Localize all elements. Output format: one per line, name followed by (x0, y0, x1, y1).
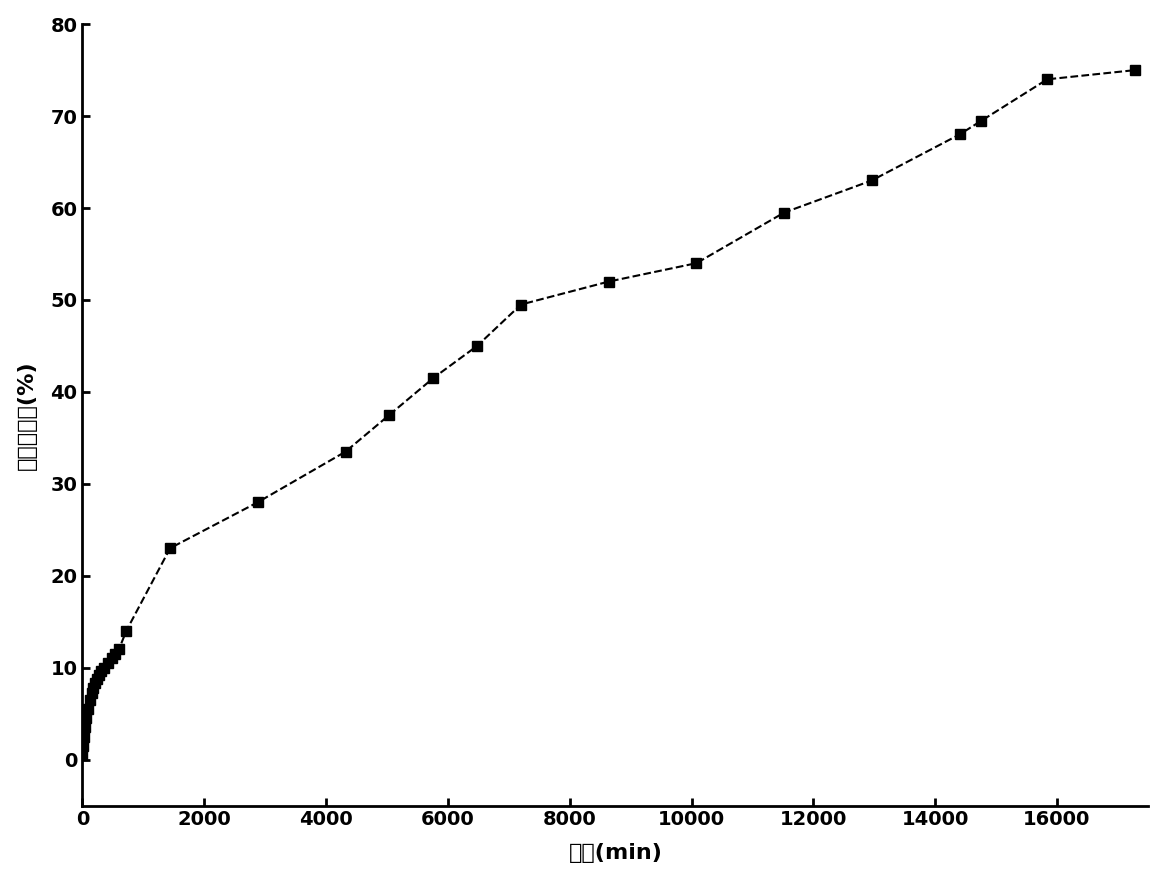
Y-axis label: 药物释放量(%): 药物释放量(%) (16, 360, 36, 470)
X-axis label: 时间(min): 时间(min) (569, 843, 663, 863)
